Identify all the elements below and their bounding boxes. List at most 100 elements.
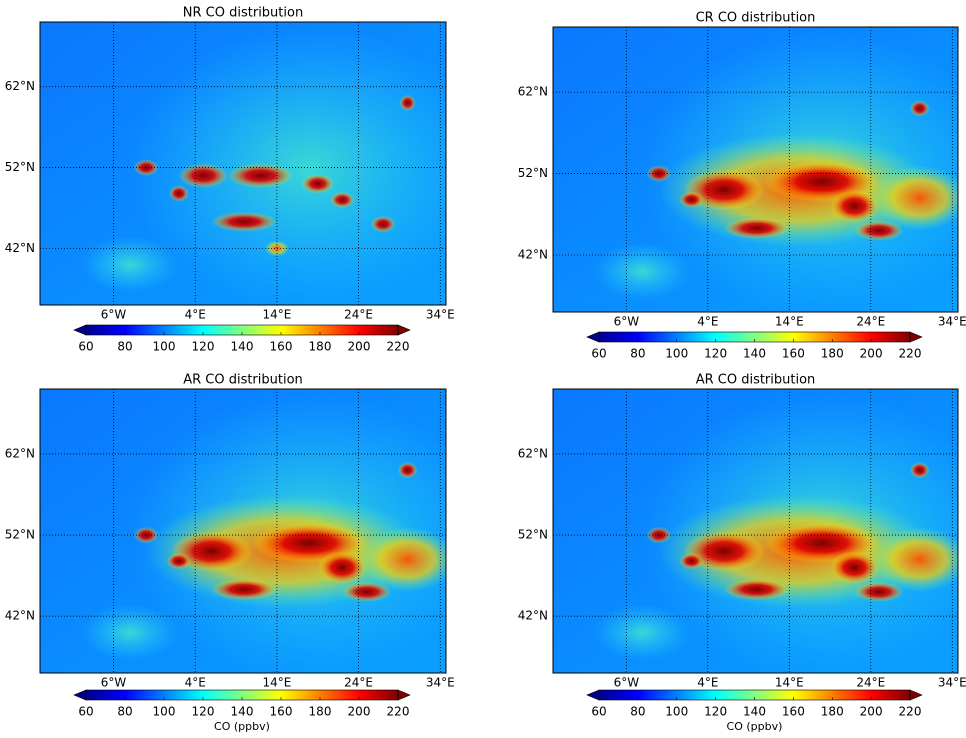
lon-label: 24°E — [344, 308, 373, 322]
panel-title: AR CO distribution — [696, 373, 816, 388]
colorbar-tick-label: 180 — [821, 347, 844, 361]
pollution-area — [724, 217, 790, 239]
colorbar-extend-low — [73, 324, 87, 336]
map-field — [40, 22, 446, 305]
map-field — [40, 389, 446, 673]
pollution-area — [909, 100, 930, 117]
colorbar-tick-label: 220 — [387, 340, 410, 354]
pollution-area — [133, 526, 159, 544]
colorbar-tick-label: 140 — [743, 347, 766, 361]
colorbar-tick-label: 140 — [231, 705, 254, 719]
lat-label: 62°N — [518, 85, 548, 99]
lat-label: 62°N — [518, 446, 548, 460]
map-panel: AR CO distribution 6°W 4°E 14°E 24°E 34°E 42°N… — [5, 373, 455, 734]
colorbar-tick-label: 180 — [821, 705, 844, 719]
lon-label: 6°W — [614, 315, 640, 329]
lon-label: 34°E — [426, 308, 455, 322]
lon-label: 14°E — [775, 676, 804, 690]
colorbar-tick-label: 160 — [270, 340, 293, 354]
pollution-area — [178, 163, 228, 188]
colorbar-extend-low — [73, 689, 87, 701]
colorbar-extend-low — [586, 331, 600, 343]
colorbar-tick-label: 160 — [782, 705, 805, 719]
pollution-area — [170, 531, 253, 572]
colorbar-tick-label: 80 — [630, 705, 645, 719]
pollution-area — [830, 189, 879, 223]
colorbar-tick-label: 80 — [630, 347, 645, 361]
colorbar-label: CO (ppbv) — [727, 720, 783, 733]
pollution-area — [211, 212, 277, 232]
colorbar-tick-label: 100 — [665, 347, 688, 361]
colorbar-tick-label: 100 — [665, 705, 688, 719]
pollution-area — [211, 578, 277, 600]
pollution-area — [854, 220, 904, 241]
pollution-area — [830, 551, 879, 584]
lat-label: 52°N — [518, 166, 548, 180]
lon-label: 14°E — [775, 315, 804, 329]
colorbar-tick-label: 140 — [743, 705, 766, 719]
colorbar-tick-label: 120 — [704, 705, 727, 719]
lon-label: 6°W — [101, 308, 127, 322]
map-frame — [552, 388, 959, 674]
colorbar-label: CO (ppbv) — [214, 720, 270, 733]
colorbar-tick-label: 220 — [899, 705, 922, 719]
lat-label: 62°N — [5, 446, 35, 460]
land — [594, 242, 692, 300]
pollution-area — [870, 526, 958, 592]
colorbar-tick-label: 60 — [591, 705, 606, 719]
colorbar-tick-label: 180 — [309, 705, 332, 719]
colorbar-extend-high — [397, 689, 411, 701]
pollution-area — [679, 552, 704, 570]
lat-label: 42°N — [518, 609, 548, 623]
map-frame — [39, 388, 447, 674]
lon-label: 24°E — [344, 676, 373, 690]
lon-label: 24°E — [856, 315, 885, 329]
map-panel: CR CO distribution 6°W 4°E 14°E 24°E 34°E 42°N… — [518, 11, 966, 361]
colorbar-tick-label: 180 — [309, 340, 332, 354]
colorbar-tick-label: 60 — [591, 347, 606, 361]
land — [594, 604, 692, 661]
colorbar-tick-label: 100 — [153, 705, 176, 719]
lon-label: 4°E — [185, 676, 206, 690]
colorbar-tick-label: 120 — [704, 347, 727, 361]
land — [81, 604, 179, 661]
pollution-area — [227, 163, 294, 188]
lat-label: 52°N — [5, 528, 35, 542]
map-frame — [39, 21, 447, 306]
colorbar-tick-label: 80 — [117, 705, 132, 719]
pollution-area — [683, 169, 765, 211]
pollution-area — [301, 174, 335, 194]
land — [126, 26, 446, 305]
colorbar-tick-label: 160 — [270, 705, 293, 719]
colorbar-tick-label: 160 — [782, 347, 805, 361]
colorbar-tick-label: 60 — [78, 340, 93, 354]
pollution-area — [854, 582, 904, 602]
lon-label: 34°E — [426, 676, 455, 690]
colorbar-tick-label: 120 — [192, 705, 215, 719]
pollution-area — [683, 531, 765, 572]
pollution-area — [679, 191, 704, 208]
colorbar-tick-label: 200 — [860, 705, 883, 719]
lon-label: 4°E — [697, 315, 718, 329]
map-panel: AR CO distribution 6°W 4°E 14°E 24°E 34°E 42°N… — [518, 373, 966, 734]
colorbar-extend-low — [586, 689, 600, 701]
pollution-area — [330, 191, 355, 208]
pollution-area — [724, 578, 790, 600]
lon-label: 6°W — [614, 676, 640, 690]
pollution-area — [909, 462, 930, 479]
panel-title: NR CO distribution — [183, 6, 303, 21]
lon-label: 14°E — [262, 308, 291, 322]
colorbar-extend-high — [909, 689, 923, 701]
pollution-area — [264, 240, 290, 257]
pollution-area — [133, 159, 159, 176]
lon-label: 34°E — [938, 676, 966, 690]
map-field — [553, 389, 958, 673]
map-frame — [552, 26, 959, 313]
lon-label: 6°W — [101, 676, 127, 690]
colorbar-tick-label: 140 — [231, 340, 254, 354]
pollution-area — [169, 185, 189, 202]
colorbar-tick-label: 220 — [899, 347, 922, 361]
panel-title: CR CO distribution — [696, 11, 816, 26]
colorbar-tick-label: 120 — [192, 340, 215, 354]
